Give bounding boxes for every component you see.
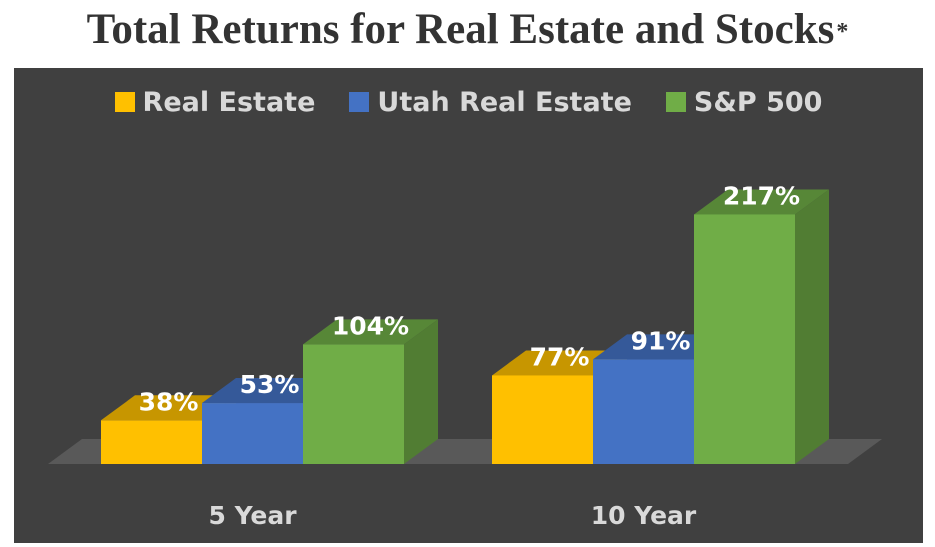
legend-label: Utah Real Estate [377, 86, 632, 118]
category-label: 10 Year [591, 501, 697, 530]
category-label: 5 Year [208, 501, 297, 530]
data-label: 53% [240, 370, 300, 399]
bar [694, 214, 795, 464]
title-footnote-mark: * [836, 19, 849, 45]
data-label: 38% [139, 387, 199, 416]
chart-area: Real Estate Utah Real Estate S&P 500 38% 53… [14, 68, 923, 543]
legend-label: Real Estate [142, 86, 316, 118]
bar-top [303, 319, 438, 345]
chart-title: Total Returns for Real Estate and Stocks… [0, 4, 935, 56]
bar-side [404, 319, 438, 464]
bar [492, 375, 593, 464]
chart-plot: 38% 53% 104% 5 Year 77% 91% 217% 10 Year [48, 181, 882, 530]
bar [593, 359, 694, 464]
chart-title-text: Total Returns for Real Estate and Stocks [86, 6, 835, 53]
bar-side [795, 189, 829, 464]
bar [101, 420, 202, 464]
chart-legend: Real Estate Utah Real Estate S&P 500 [14, 82, 923, 122]
data-label: 91% [631, 326, 691, 355]
legend-item: Utah Real Estate [349, 87, 632, 118]
legend-item: S&P 500 [665, 86, 823, 118]
legend-label: S&P 500 [693, 86, 823, 118]
bar [303, 344, 404, 464]
data-label: 77% [530, 342, 590, 371]
bar-top [694, 189, 829, 215]
legend-item: Real Estate [114, 86, 316, 118]
legend-swatch [349, 92, 370, 112]
legend-swatch [665, 92, 686, 112]
data-label: 217% [723, 181, 800, 210]
bar [202, 403, 303, 464]
legend-swatch [114, 92, 135, 112]
data-label: 104% [332, 311, 409, 340]
